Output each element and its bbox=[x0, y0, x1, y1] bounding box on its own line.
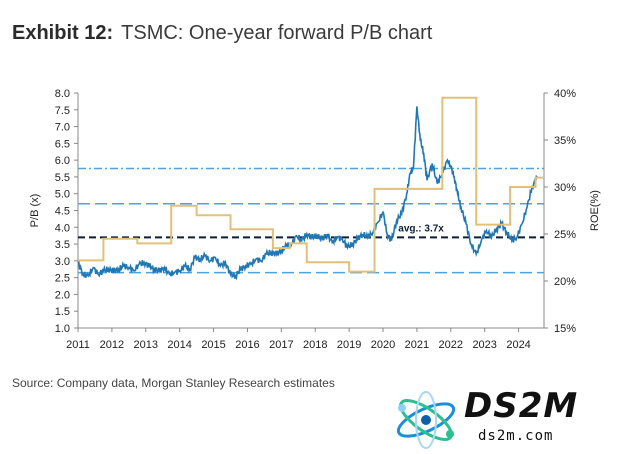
x-tick-label: 2015 bbox=[201, 339, 225, 351]
x-tick-label: 2014 bbox=[167, 339, 191, 351]
y-tick-label: 2.5 bbox=[55, 273, 70, 285]
y-tick-label: 1.0 bbox=[55, 323, 70, 335]
y-tick-label: 8.0 bbox=[55, 88, 70, 100]
y-tick-label: 6.5 bbox=[55, 138, 70, 150]
y2-tick-label: 15% bbox=[554, 323, 576, 335]
x-tick-label: 2021 bbox=[405, 339, 429, 351]
x-tick-label: 2011 bbox=[66, 339, 90, 351]
x-tick-label: 2013 bbox=[134, 339, 158, 351]
y-tick-label: 1.5 bbox=[55, 306, 70, 318]
y-tick-label: 4.0 bbox=[55, 222, 70, 234]
y-tick-label: 6.0 bbox=[55, 155, 70, 167]
exhibit-title-text: TSMC: One-year forward P/B chart bbox=[121, 22, 433, 44]
x-tick-label: 2017 bbox=[269, 339, 293, 351]
y-tick-label: 5.5 bbox=[55, 172, 70, 184]
atom-logo-icon bbox=[396, 391, 456, 449]
series-line-pb bbox=[77, 106, 538, 281]
y2-axis-title: ROE(%) bbox=[589, 190, 601, 231]
y-tick-label: 4.5 bbox=[55, 206, 70, 218]
source-note: Source: Company data, Morgan Stanley Res… bbox=[12, 376, 335, 390]
ds2m-logo: DS2M ds2m.com bbox=[392, 384, 612, 450]
pb-chart: 1.0 1.5 2.0 2.5 3.0 3.5 4.0 4.5 5.0 5.5 6.0 6.5 7.0 7… bbox=[29, 88, 601, 351]
y-tick-label: 3.0 bbox=[55, 256, 70, 268]
logo-wordmark: DS2M bbox=[464, 386, 579, 426]
exhibit-label: Exhibit 12: bbox=[12, 22, 114, 44]
y-tick-label: 2.0 bbox=[55, 289, 70, 301]
x-tick-label: 2020 bbox=[371, 339, 395, 351]
x-tick-label: 2019 bbox=[337, 339, 361, 351]
y-tick-label: 7.0 bbox=[55, 122, 70, 134]
x-tick-label: 2016 bbox=[235, 339, 259, 351]
exhibit-title: Exhibit 12: TSMC: One-year forward P/B ch… bbox=[12, 22, 432, 45]
y-tick-label: 5.0 bbox=[55, 189, 70, 201]
avg-label: avg.: 3.7x bbox=[398, 223, 444, 234]
y2-tick-label: 20% bbox=[554, 276, 576, 288]
logo-url: ds2m.com bbox=[478, 428, 554, 444]
x-tick-label: 2023 bbox=[472, 339, 496, 351]
x-tick-label: 2024 bbox=[506, 339, 530, 351]
y-tick-label: 7.5 bbox=[55, 105, 70, 117]
y-tick-label: 3.5 bbox=[55, 239, 70, 251]
y-axis-title: P/B (x) bbox=[29, 194, 41, 228]
y2-tick-label: 25% bbox=[554, 229, 576, 241]
x-tick-label: 2022 bbox=[439, 339, 463, 351]
y2-tick-label: 40% bbox=[554, 88, 576, 100]
x-tick-label: 2018 bbox=[303, 339, 327, 351]
y2-tick-label: 30% bbox=[554, 182, 576, 194]
y2-tick-label: 35% bbox=[554, 135, 576, 147]
x-tick-label: 2012 bbox=[100, 339, 124, 351]
series-line-roe bbox=[78, 96, 544, 273]
